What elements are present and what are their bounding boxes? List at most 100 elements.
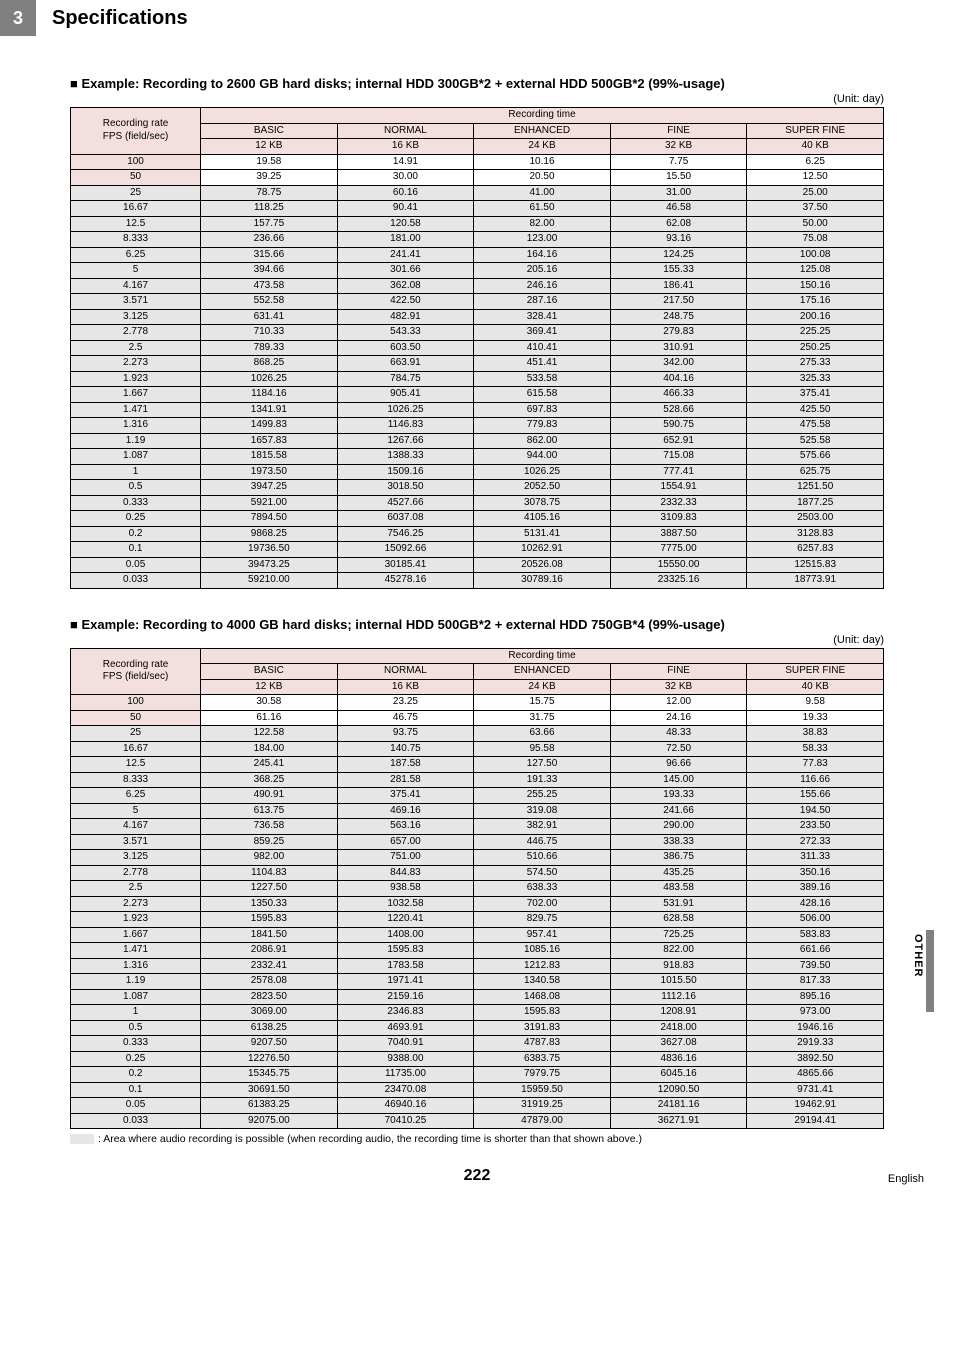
value-cell: 19736.50 xyxy=(201,542,338,558)
value-cell: 15345.75 xyxy=(201,1067,338,1083)
table-1-title: Example: Recording to 4000 GB hard disks… xyxy=(70,617,884,632)
value-cell: 23325.16 xyxy=(610,573,747,589)
value-cell: 4836.16 xyxy=(610,1051,747,1067)
value-cell: 4527.66 xyxy=(337,495,474,511)
value-cell: 631.41 xyxy=(201,309,338,325)
rate-cell: 0.2 xyxy=(71,526,201,542)
value-cell: 127.50 xyxy=(474,757,611,773)
value-cell: 482.91 xyxy=(337,309,474,325)
value-cell: 61.16 xyxy=(201,710,338,726)
rate-cell: 2.778 xyxy=(71,865,201,881)
table-row: 1.9231595.831220.41829.75628.58506.00 xyxy=(71,912,884,928)
value-cell: 193.33 xyxy=(610,788,747,804)
value-cell: 1032.58 xyxy=(337,896,474,912)
value-cell: 250.25 xyxy=(747,340,884,356)
value-cell: 155.66 xyxy=(747,788,884,804)
table-1-unit: (Unit: day) xyxy=(70,634,884,646)
value-cell: 205.16 xyxy=(474,263,611,279)
rate-cell: 6.25 xyxy=(71,788,201,804)
value-cell: 3128.83 xyxy=(747,526,884,542)
value-cell: 2332.33 xyxy=(610,495,747,511)
value-cell: 652.91 xyxy=(610,433,747,449)
col-header: SUPER FINE xyxy=(747,123,884,139)
value-cell: 275.33 xyxy=(747,356,884,372)
value-cell: 248.75 xyxy=(610,309,747,325)
value-cell: 944.00 xyxy=(474,449,611,465)
rate-cell: 3.125 xyxy=(71,309,201,325)
table-row: 0.257894.506037.084105.163109.832503.00 xyxy=(71,511,884,527)
value-cell: 918.83 xyxy=(610,958,747,974)
section-tab-marker xyxy=(926,930,934,1012)
table-row: 0.2512276.509388.006383.754836.163892.50 xyxy=(71,1051,884,1067)
value-cell: 191.33 xyxy=(474,772,611,788)
rate-cell: 1.087 xyxy=(71,449,201,465)
value-cell: 186.41 xyxy=(610,278,747,294)
table-row: 1.4711341.911026.25697.83528.66425.50 xyxy=(71,402,884,418)
value-cell: 290.00 xyxy=(610,819,747,835)
rate-cell: 2.778 xyxy=(71,325,201,341)
table-row: 8.333236.66181.00123.0093.1675.08 xyxy=(71,232,884,248)
value-cell: 60.16 xyxy=(337,185,474,201)
value-cell: 2578.08 xyxy=(201,974,338,990)
value-cell: 1971.41 xyxy=(337,974,474,990)
value-cell: 613.75 xyxy=(201,803,338,819)
value-cell: 661.66 xyxy=(747,943,884,959)
table-row: 1.191657.831267.66862.00652.91525.58 xyxy=(71,433,884,449)
value-cell: 78.75 xyxy=(201,185,338,201)
value-cell: 30185.41 xyxy=(337,557,474,573)
rate-cell: 1.087 xyxy=(71,989,201,1005)
value-cell: 36271.91 xyxy=(610,1113,747,1129)
value-cell: 375.41 xyxy=(747,387,884,403)
section-tab: OTHER xyxy=(910,930,934,1012)
value-cell: 3069.00 xyxy=(201,1005,338,1021)
value-cell: 118.25 xyxy=(201,201,338,217)
table-row: 11973.501509.161026.25777.41625.75 xyxy=(71,464,884,480)
value-cell: 435.25 xyxy=(610,865,747,881)
value-cell: 217.50 xyxy=(610,294,747,310)
table-1: Recording rate FPS (field/sec)Recording … xyxy=(70,648,884,1130)
value-cell: 663.91 xyxy=(337,356,474,372)
rate-cell: 50 xyxy=(71,170,201,186)
value-cell: 287.16 xyxy=(474,294,611,310)
col-header: NORMAL xyxy=(337,123,474,139)
value-cell: 30.00 xyxy=(337,170,474,186)
value-cell: 15092.66 xyxy=(337,542,474,558)
value-cell: 625.75 xyxy=(747,464,884,480)
value-cell: 739.50 xyxy=(747,958,884,974)
value-cell: 19.58 xyxy=(201,154,338,170)
value-cell: 46.75 xyxy=(337,710,474,726)
value-cell: 1026.25 xyxy=(337,402,474,418)
rate-header: Recording rate FPS (field/sec) xyxy=(71,648,201,695)
value-cell: 122.58 xyxy=(201,726,338,742)
rate-header: Recording rate FPS (field/sec) xyxy=(71,108,201,155)
value-cell: 301.66 xyxy=(337,263,474,279)
rate-cell: 4.167 xyxy=(71,278,201,294)
value-cell: 382.91 xyxy=(474,819,611,835)
value-cell: 61383.25 xyxy=(201,1098,338,1114)
table-0: Recording rate FPS (field/sec)Recording … xyxy=(70,107,884,589)
table-row: 1.3161499.831146.83779.83590.75475.58 xyxy=(71,418,884,434)
value-cell: 702.00 xyxy=(474,896,611,912)
value-cell: 4787.83 xyxy=(474,1036,611,1052)
value-cell: 375.41 xyxy=(337,788,474,804)
value-cell: 12.00 xyxy=(610,695,747,711)
value-cell: 2332.41 xyxy=(201,958,338,974)
col-header: NORMAL xyxy=(337,664,474,680)
table-row: 1.3162332.411783.581212.83918.83739.50 xyxy=(71,958,884,974)
value-cell: 124.25 xyxy=(610,247,747,263)
value-cell: 272.33 xyxy=(747,834,884,850)
value-cell: 3191.83 xyxy=(474,1020,611,1036)
value-cell: 1146.83 xyxy=(337,418,474,434)
value-cell: 868.25 xyxy=(201,356,338,372)
value-cell: 10.16 xyxy=(474,154,611,170)
value-cell: 528.66 xyxy=(610,402,747,418)
value-cell: 342.00 xyxy=(610,356,747,372)
value-cell: 777.41 xyxy=(610,464,747,480)
table-row: 3.571552.58422.50287.16217.50175.16 xyxy=(71,294,884,310)
value-cell: 2919.33 xyxy=(747,1036,884,1052)
value-cell: 7546.25 xyxy=(337,526,474,542)
table-row: 2.778710.33543.33369.41279.83225.25 xyxy=(71,325,884,341)
value-cell: 1946.16 xyxy=(747,1020,884,1036)
value-cell: 233.50 xyxy=(747,819,884,835)
table-row: 12.5157.75120.5882.0062.0850.00 xyxy=(71,216,884,232)
